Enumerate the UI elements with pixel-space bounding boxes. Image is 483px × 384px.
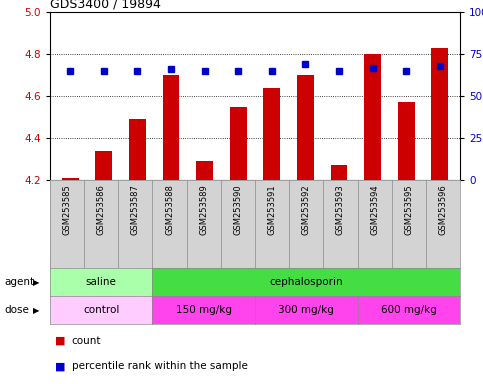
Text: 300 mg/kg: 300 mg/kg	[278, 305, 334, 315]
Bar	[263, 88, 280, 180]
Text: dose: dose	[5, 305, 30, 315]
Bar	[230, 107, 247, 180]
Text: ■: ■	[55, 336, 65, 346]
Bar	[129, 119, 146, 180]
Bar	[431, 48, 448, 180]
Text: ■: ■	[55, 361, 65, 371]
Bar	[95, 151, 112, 180]
Text: GSM253589: GSM253589	[199, 185, 208, 235]
Bar	[398, 103, 414, 180]
Text: GSM253596: GSM253596	[439, 185, 447, 235]
Text: GSM253588: GSM253588	[165, 185, 174, 235]
Bar	[163, 75, 179, 180]
Bar	[62, 178, 79, 180]
Bar	[364, 54, 381, 180]
Text: 600 mg/kg: 600 mg/kg	[381, 305, 437, 315]
Text: GDS3400 / 19894: GDS3400 / 19894	[50, 0, 161, 10]
Text: cephalosporin: cephalosporin	[270, 277, 343, 287]
Text: saline: saline	[86, 277, 117, 287]
Text: count: count	[72, 336, 101, 346]
Text: GSM253591: GSM253591	[268, 185, 277, 235]
Text: GSM253595: GSM253595	[404, 185, 413, 235]
Text: GSM253592: GSM253592	[302, 185, 311, 235]
Text: control: control	[83, 305, 119, 315]
Text: GSM253590: GSM253590	[233, 185, 242, 235]
Text: agent: agent	[5, 277, 35, 287]
Text: GSM253594: GSM253594	[370, 185, 379, 235]
Text: ▶: ▶	[33, 278, 40, 287]
Text: GSM253586: GSM253586	[97, 185, 106, 235]
Text: GSM253585: GSM253585	[63, 185, 71, 235]
Text: percentile rank within the sample: percentile rank within the sample	[72, 361, 248, 371]
Bar	[331, 166, 347, 180]
Bar	[196, 161, 213, 180]
Bar	[297, 75, 314, 180]
Text: 150 mg/kg: 150 mg/kg	[176, 305, 232, 315]
Text: GSM253593: GSM253593	[336, 185, 345, 235]
Text: GSM253587: GSM253587	[131, 185, 140, 235]
Text: ▶: ▶	[33, 306, 40, 314]
